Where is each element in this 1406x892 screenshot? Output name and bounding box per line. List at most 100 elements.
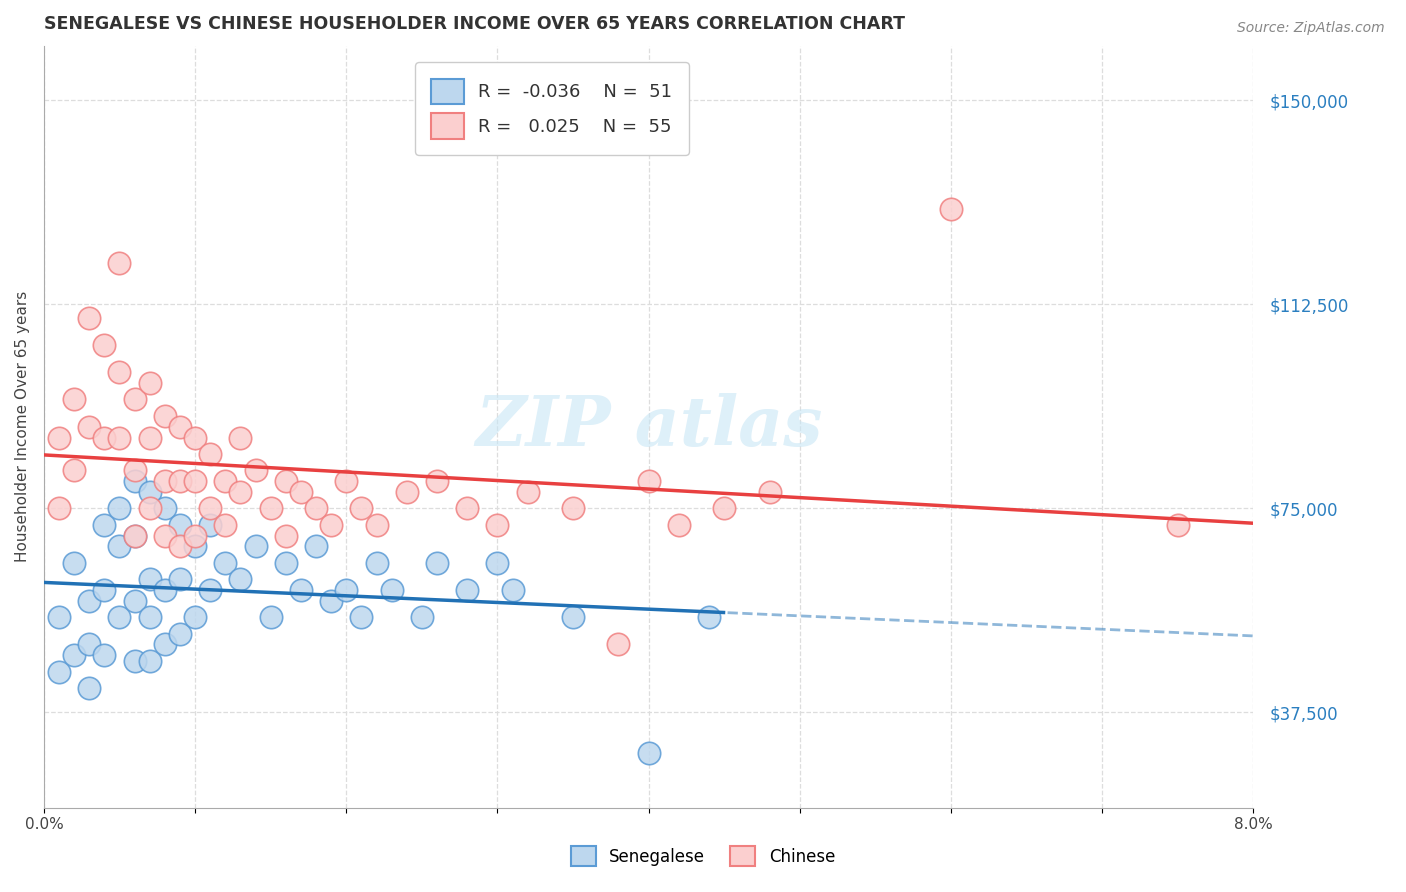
Point (426, 474, 449, 488)
Point (366, 517, 388, 532)
Point (93, 648, 115, 663)
Point (108, 610, 131, 624)
Point (321, 517, 343, 532)
Point (77, 681, 100, 695)
Y-axis label: Householder Income Over 65 years: Householder Income Over 65 years (15, 291, 30, 562)
Point (153, 582, 176, 597)
Point (335, 582, 357, 597)
Point (124, 594, 146, 608)
Point (124, 463, 146, 477)
Point (169, 572, 191, 586)
Point (138, 501, 160, 516)
Point (108, 540, 131, 554)
Point (108, 501, 131, 516)
Point (456, 582, 478, 597)
Point (169, 626, 191, 640)
Point (124, 654, 146, 668)
Point (502, 582, 524, 597)
Point (200, 517, 222, 532)
Point (214, 556, 236, 570)
Point (138, 610, 160, 624)
Point (124, 392, 146, 407)
Point (63, 556, 86, 570)
Point (562, 610, 585, 624)
Point (169, 474, 191, 488)
Point (350, 610, 373, 624)
Point (321, 594, 343, 608)
Point (124, 528, 146, 542)
Point (63, 392, 86, 407)
Point (305, 540, 328, 554)
Point (48, 501, 70, 516)
Point (77, 637, 100, 651)
Text: ZIP atlas: ZIP atlas (475, 392, 823, 460)
Point (713, 501, 735, 516)
Point (138, 431, 160, 445)
Point (260, 501, 283, 516)
Point (138, 485, 160, 500)
Point (637, 746, 659, 760)
Point (426, 556, 449, 570)
Point (486, 556, 509, 570)
Point (63, 463, 86, 477)
Point (124, 474, 146, 488)
Point (77, 594, 100, 608)
Point (77, 419, 100, 434)
Point (184, 610, 207, 624)
Point (260, 610, 283, 624)
Point (153, 528, 176, 542)
Point (637, 474, 659, 488)
Point (48, 431, 70, 445)
Point (48, 610, 70, 624)
Point (486, 517, 509, 532)
Point (411, 610, 433, 624)
Point (108, 256, 131, 270)
Point (697, 610, 720, 624)
Point (93, 338, 115, 352)
Point (229, 572, 252, 586)
Point (153, 637, 176, 651)
Point (108, 431, 131, 445)
Point (381, 582, 404, 597)
Point (200, 501, 222, 516)
Point (93, 582, 115, 597)
Point (124, 528, 146, 542)
Point (77, 310, 100, 325)
Point (138, 654, 160, 668)
Point (153, 409, 176, 423)
Point (184, 474, 207, 488)
Text: Source: ZipAtlas.com: Source: ZipAtlas.com (1237, 21, 1385, 36)
Point (169, 419, 191, 434)
Point (395, 485, 418, 500)
Point (169, 517, 191, 532)
Point (245, 540, 267, 554)
Point (169, 540, 191, 554)
Point (93, 431, 115, 445)
Point (245, 463, 267, 477)
Point (350, 501, 373, 516)
Point (274, 556, 297, 570)
Point (456, 501, 478, 516)
Point (516, 485, 538, 500)
Point (93, 517, 115, 532)
Point (214, 517, 236, 532)
Point (607, 637, 630, 651)
Point (184, 540, 207, 554)
Point (200, 582, 222, 597)
Point (305, 501, 328, 516)
Point (138, 572, 160, 586)
Point (562, 501, 585, 516)
Legend: R =  -0.036    N =  51, R =   0.025    N =  55: R = -0.036 N = 51, R = 0.025 N = 55 (415, 62, 689, 155)
Point (758, 485, 780, 500)
Point (48, 665, 70, 679)
Point (184, 528, 207, 542)
Point (63, 648, 86, 663)
Point (229, 485, 252, 500)
Point (668, 517, 690, 532)
Point (153, 501, 176, 516)
Point (153, 474, 176, 488)
Point (200, 447, 222, 461)
Point (274, 474, 297, 488)
Point (939, 202, 962, 216)
Point (290, 485, 312, 500)
